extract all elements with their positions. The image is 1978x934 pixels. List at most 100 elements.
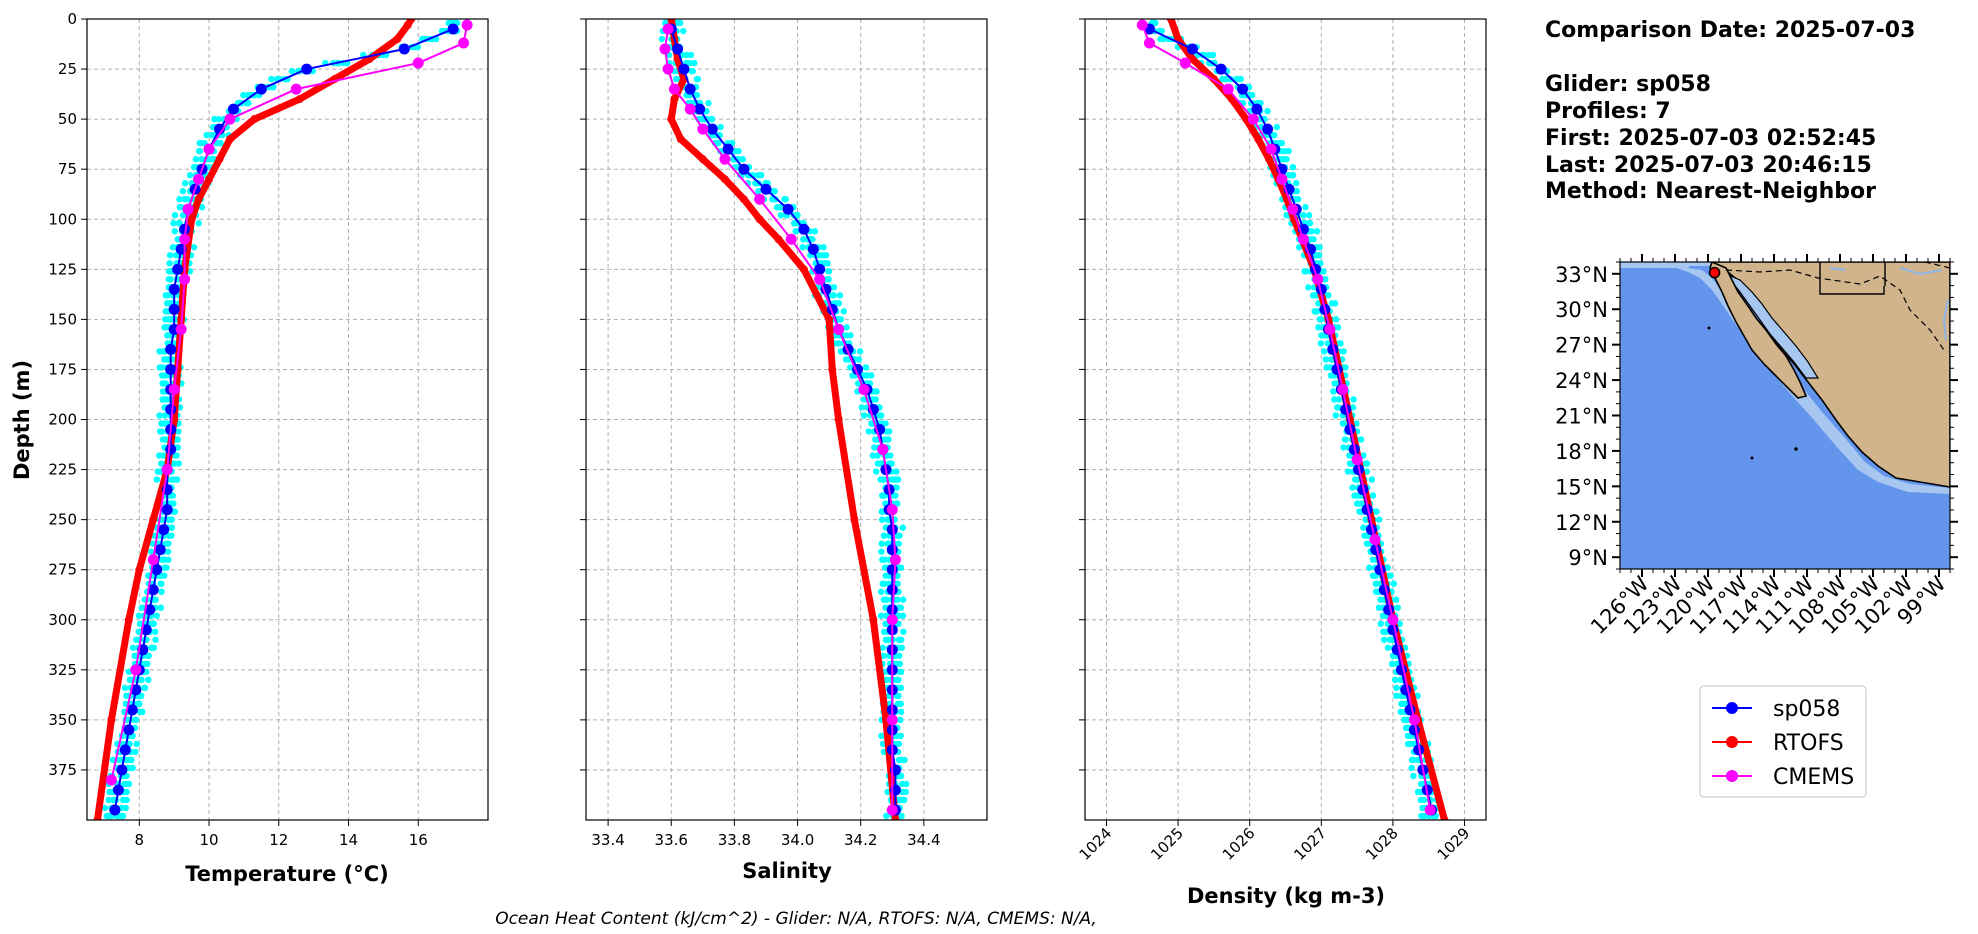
profile-point bbox=[150, 644, 158, 651]
profile-point bbox=[1331, 300, 1339, 307]
profile-point bbox=[1302, 204, 1309, 211]
profile-point bbox=[132, 748, 139, 756]
profile-point bbox=[1393, 684, 1400, 692]
profile-point bbox=[830, 284, 838, 291]
map-land-baja bbox=[1709, 262, 1808, 399]
profile-point bbox=[141, 684, 149, 692]
profile-point bbox=[288, 67, 296, 75]
profile-point bbox=[847, 332, 854, 339]
profile-point bbox=[168, 476, 175, 483]
profile-point bbox=[177, 204, 184, 211]
profile-point bbox=[176, 196, 183, 203]
profile-point bbox=[158, 428, 166, 435]
profile-point bbox=[1360, 524, 1367, 531]
profile-point bbox=[203, 131, 210, 139]
series-point-cmems bbox=[1312, 273, 1324, 285]
x-tick-label: 1024 bbox=[1076, 824, 1116, 864]
profile-point bbox=[173, 476, 181, 483]
series-point-rtofs bbox=[250, 115, 259, 124]
series-point-cmems bbox=[754, 193, 766, 205]
profile-point bbox=[159, 436, 167, 443]
profile-point bbox=[880, 596, 888, 603]
profile-point bbox=[151, 628, 159, 635]
profile-point bbox=[776, 204, 784, 211]
map-lat-label: 15°N bbox=[1555, 475, 1608, 499]
x-tick-label: 1026 bbox=[1219, 824, 1259, 864]
profile-point bbox=[186, 171, 194, 179]
profile-point bbox=[153, 476, 161, 483]
profile-point bbox=[893, 484, 900, 491]
temperature-axes-frame bbox=[86, 18, 489, 821]
profile-point bbox=[1340, 444, 1347, 451]
y-tick-label: 50 bbox=[58, 110, 77, 128]
profile-point bbox=[179, 212, 187, 219]
map-lat-label: 21°N bbox=[1555, 405, 1608, 429]
series-point-rtofs bbox=[667, 115, 676, 124]
profile-point bbox=[1313, 308, 1321, 315]
profile-point bbox=[1366, 564, 1373, 571]
series-point-sp058 bbox=[1186, 43, 1198, 55]
profile-point bbox=[1322, 276, 1329, 283]
profile-point bbox=[1363, 540, 1371, 547]
series-point-sp058 bbox=[678, 63, 690, 75]
profile-point bbox=[820, 244, 827, 251]
profile-point bbox=[893, 468, 900, 475]
y-tick-label: 300 bbox=[48, 611, 77, 629]
profile-point bbox=[902, 788, 909, 796]
profile-point bbox=[693, 75, 701, 83]
series-point-sp058 bbox=[109, 804, 121, 816]
profile-point bbox=[1357, 436, 1365, 443]
profile-point bbox=[897, 772, 905, 780]
profile-point bbox=[157, 580, 165, 587]
profile-point bbox=[689, 67, 696, 75]
profile-point bbox=[1420, 812, 1428, 820]
y-tick-label: 75 bbox=[58, 160, 77, 178]
temperature-panel: 8 10 12 14 16 0 25 50 75 100 125 150 175 200 225 250 27… bbox=[10, 10, 489, 886]
series-point-sp058 bbox=[447, 23, 459, 35]
series-point-cmems bbox=[179, 273, 191, 285]
profile-point bbox=[1393, 692, 1400, 700]
series-point-rtofs bbox=[1254, 135, 1263, 144]
profile-point bbox=[687, 51, 695, 59]
profile-point bbox=[1305, 212, 1313, 219]
profile-point bbox=[856, 348, 864, 355]
profile-point bbox=[1295, 244, 1303, 251]
profile-point bbox=[1318, 332, 1325, 339]
profile-point bbox=[1363, 460, 1371, 467]
profile-point bbox=[811, 228, 819, 235]
series-point-cmems bbox=[1387, 614, 1399, 626]
series-point-rtofs bbox=[667, 19, 676, 23]
legend-entry-sp058: sp058 bbox=[1712, 697, 1840, 722]
series-point-sp058 bbox=[1344, 424, 1356, 436]
profile-point bbox=[1369, 492, 1377, 499]
series-point-rtofs bbox=[107, 715, 116, 724]
series-point-sp058 bbox=[154, 544, 166, 556]
x-tick-label: 33.4 bbox=[591, 831, 624, 849]
series-point-sp058 bbox=[151, 564, 163, 576]
legend-label-cmems: CMEMS bbox=[1773, 765, 1854, 790]
profile-point bbox=[171, 212, 179, 219]
series-point-cmems bbox=[833, 323, 845, 335]
location-map: 33°N30°N27°N24°N21°N18°N15°N12°N9°N126°W… bbox=[1555, 254, 1958, 639]
series-point-cmems bbox=[224, 113, 236, 125]
series-point-sp058 bbox=[116, 764, 128, 776]
profile-point bbox=[1283, 155, 1290, 163]
profile-point bbox=[894, 596, 901, 603]
profile-point bbox=[153, 612, 160, 619]
series-point-sp058 bbox=[1251, 103, 1263, 115]
profile-point bbox=[771, 188, 778, 195]
profile-point bbox=[1335, 404, 1342, 411]
profile-point bbox=[878, 548, 885, 555]
series-point-rtofs bbox=[1440, 816, 1449, 820]
series-point-cmems bbox=[193, 173, 205, 185]
y-tick-label: 25 bbox=[58, 60, 77, 78]
profile-point bbox=[800, 236, 807, 243]
profile-point bbox=[198, 204, 206, 211]
profile-point bbox=[134, 700, 141, 708]
profile-point bbox=[1420, 796, 1428, 804]
profile-point bbox=[819, 252, 827, 259]
profile-point bbox=[870, 396, 877, 403]
profile-point bbox=[168, 516, 175, 523]
profile-point bbox=[896, 532, 903, 539]
series-point-cmems bbox=[203, 143, 215, 155]
